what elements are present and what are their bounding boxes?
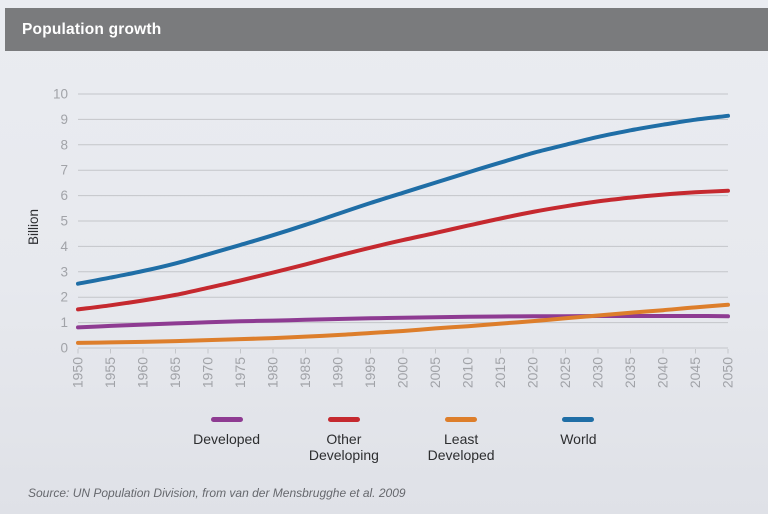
legend-label-developed: Developed	[193, 431, 261, 447]
x-tick-label-1995: 1995	[362, 357, 378, 388]
x-tick-label-1980: 1980	[265, 357, 281, 388]
x-tick-label-2040: 2040	[655, 357, 671, 388]
y-tick-label-4: 4	[60, 239, 68, 254]
x-tick-label-1990: 1990	[330, 357, 346, 388]
page-title: Population growth	[22, 20, 162, 38]
x-tick-label-1960: 1960	[135, 357, 151, 388]
y-tick-label-7: 7	[60, 163, 68, 178]
y-tick-label-5: 5	[60, 214, 68, 229]
legend-label-least-developed: Least Developed	[427, 431, 495, 463]
legend-swatch-developed	[210, 417, 243, 422]
legend-item-developed: Developed	[168, 417, 285, 463]
x-tick-label-1955: 1955	[102, 357, 118, 388]
y-tick-label-1: 1	[60, 315, 68, 330]
series-line-world	[76, 113, 730, 286]
y-tick-label-0: 0	[60, 341, 68, 356]
legend-label-other-developing: Other Developing	[308, 431, 379, 463]
legend-item-world: World	[520, 417, 637, 463]
x-tick-label-1970: 1970	[200, 357, 216, 388]
x-tick-label-2020: 2020	[525, 357, 541, 388]
source-note: Source: UN Population Division, from van…	[28, 486, 406, 500]
y-axis-title: Billion	[26, 209, 41, 245]
x-tick-label-2030: 2030	[590, 357, 606, 388]
x-tick-label-2050: 2050	[720, 357, 736, 388]
x-tick-label-1975: 1975	[232, 357, 248, 388]
legend-item-other-developing: Other Developing	[285, 417, 402, 463]
x-tick-label-2005: 2005	[427, 357, 443, 388]
legend-label-world: World	[560, 431, 597, 447]
legend-swatch-world	[562, 417, 595, 422]
y-tick-label-3: 3	[60, 264, 68, 279]
series-line-other-developing	[76, 188, 730, 312]
x-tick-label-2045: 2045	[687, 357, 703, 388]
x-tick-label-2010: 2010	[460, 357, 476, 388]
y-tick-label-9: 9	[60, 112, 68, 127]
legend-swatch-other-developing	[327, 417, 360, 422]
y-tick-label-2: 2	[60, 290, 68, 305]
x-tick-label-2025: 2025	[557, 357, 573, 388]
x-tick-label-1950: 1950	[70, 357, 86, 388]
x-tick-label-2035: 2035	[622, 357, 638, 388]
x-tick-label-2015: 2015	[492, 357, 508, 388]
legend: Developed Other Developing Least Develop…	[168, 417, 637, 463]
series-line-least-developed	[76, 302, 730, 345]
series-line-developed	[76, 314, 730, 330]
legend-item-least-developed: Least Developed	[403, 417, 520, 463]
legend-swatch-least-developed	[445, 417, 478, 422]
x-tick-label-1985: 1985	[297, 357, 313, 388]
x-tick-label-1965: 1965	[167, 357, 183, 388]
y-tick-label-10: 10	[53, 87, 68, 102]
y-tick-label-6: 6	[60, 188, 68, 203]
x-tick-label-2000: 2000	[395, 357, 411, 388]
title-bar: Population growth	[5, 8, 768, 51]
y-tick-label-8: 8	[60, 137, 68, 152]
